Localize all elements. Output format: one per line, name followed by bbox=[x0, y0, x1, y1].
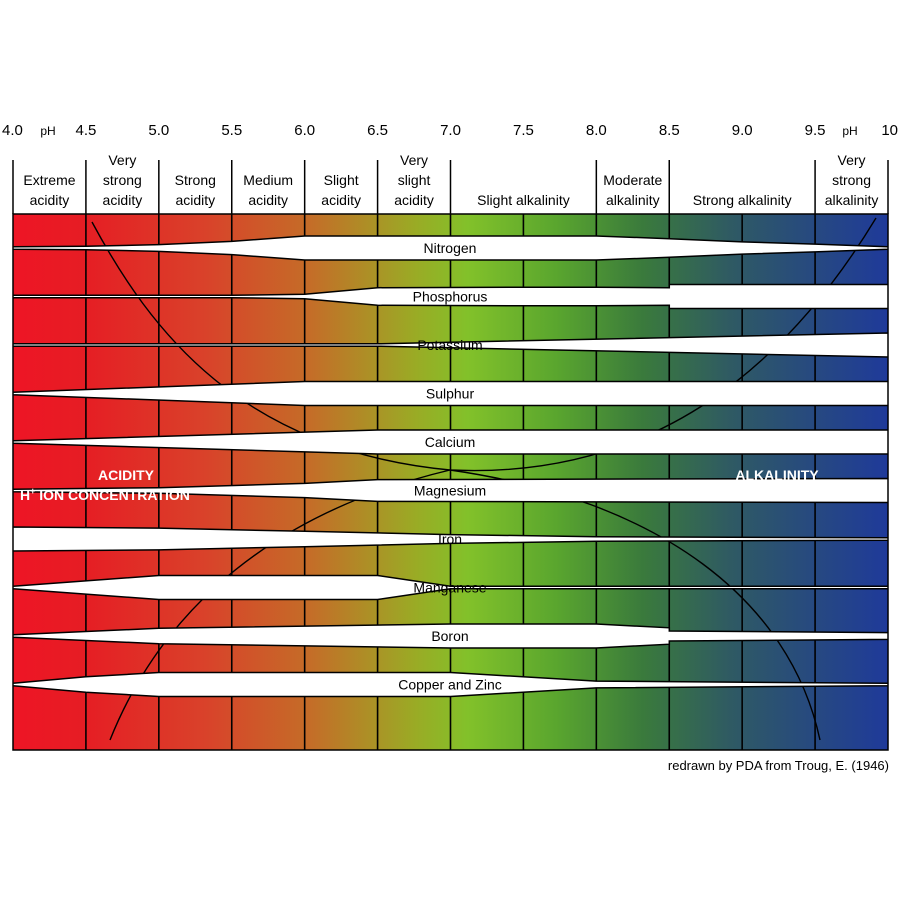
nutrient-band bbox=[13, 332, 888, 358]
zone-label: acidity bbox=[175, 192, 215, 208]
ph-tick-label: 8.0 bbox=[586, 122, 607, 139]
zone-label: strong bbox=[832, 172, 871, 188]
ph-tick-label: 5.5 bbox=[221, 122, 242, 139]
acidity-label: ACIDITY H+ ION CONCENTRATION bbox=[20, 467, 190, 503]
nutrient-band bbox=[13, 380, 888, 407]
nutrient-band bbox=[13, 235, 888, 261]
zone-label: Strong bbox=[175, 172, 216, 188]
nutrient-labels: Nitrogen Phosphorus Potassium Sulphur Calciu… bbox=[398, 240, 502, 693]
acidity-subtitle: H+ ION CONCENTRATION bbox=[20, 486, 190, 503]
nutrient-band bbox=[13, 671, 888, 698]
zone-label: Very bbox=[108, 152, 136, 168]
zone-label: Extreme bbox=[23, 172, 75, 188]
nutrient-band bbox=[13, 429, 888, 455]
ph-tick-label: 6.0 bbox=[294, 122, 315, 139]
acidity-title: ACIDITY bbox=[98, 467, 155, 483]
nutrient-band bbox=[13, 526, 888, 552]
alkalinity-label: ALKALINITY OH− ION CONCENTRATION bbox=[673, 467, 854, 503]
zone-label: alkalinity bbox=[606, 192, 660, 208]
ph-tick-label: 7.0 bbox=[440, 122, 461, 139]
zone-label: acidity bbox=[103, 192, 143, 208]
ph-tick-label: 7.5 bbox=[513, 122, 534, 139]
ph-tick-labels: 4.0 4.5 5.0 5.5 6.0 6.5 7.0 7.5 8.0 8.5 9.0 9.5 10 bbox=[2, 122, 898, 139]
nutrient-band bbox=[13, 477, 888, 504]
nutrient-label: Nitrogen bbox=[424, 240, 477, 256]
zone-label: acidity bbox=[321, 192, 361, 208]
nutrient-band bbox=[13, 574, 888, 601]
nutrient-label: Potassium bbox=[417, 337, 482, 353]
nutrient-label: Sulphur bbox=[426, 386, 475, 402]
nutrient-band bbox=[13, 623, 888, 649]
ph-tick-label: 4.5 bbox=[75, 122, 96, 139]
zone-label: acidity bbox=[394, 192, 434, 208]
ph-tick-label: 9.0 bbox=[732, 122, 753, 139]
nutrient-band bbox=[13, 283, 888, 310]
zone-label: Very bbox=[838, 152, 866, 168]
zone-label: Strong alkalinity bbox=[693, 192, 792, 208]
zone-label: Slight bbox=[324, 172, 359, 188]
zone-label: acidity bbox=[30, 192, 70, 208]
zone-label: Slight alkalinity bbox=[477, 192, 570, 208]
ph-unit-left: pH bbox=[40, 124, 55, 138]
nutrient-label: Boron bbox=[431, 628, 468, 644]
alkalinity-subtitle: OH− ION CONCENTRATION bbox=[673, 486, 854, 503]
zone-label: Very bbox=[400, 152, 428, 168]
ph-tick-label: 9.5 bbox=[805, 122, 826, 139]
zone-label: Medium bbox=[243, 172, 293, 188]
ph-tick-label: 6.5 bbox=[367, 122, 388, 139]
zone-label: strong bbox=[103, 172, 142, 188]
nutrient-label: Manganese bbox=[413, 580, 486, 596]
ph-tick-label: 8.5 bbox=[659, 122, 680, 139]
credit-text: redrawn by PDA from Troug, E. (1946) bbox=[668, 758, 889, 773]
ph-tick-label: 4.0 bbox=[2, 122, 23, 139]
nutrient-label: Copper and Zinc bbox=[398, 677, 502, 693]
alkalinity-title: ALKALINITY bbox=[735, 467, 819, 483]
nutrient-label: Magnesium bbox=[414, 483, 486, 499]
nutrient-label: Iron bbox=[438, 531, 462, 547]
zone-label: Moderate bbox=[603, 172, 662, 188]
ph-tick-label: 10 bbox=[881, 122, 898, 139]
zone-dividers bbox=[12, 160, 889, 214]
zone-label: slight bbox=[398, 172, 431, 188]
ph-tick-label: 5.0 bbox=[148, 122, 169, 139]
nutrient-bands bbox=[13, 235, 888, 698]
nutrient-label: Calcium bbox=[425, 434, 476, 450]
zone-labels: Extreme acidity Very strong acidity Strong aci… bbox=[23, 152, 878, 208]
nutrient-label: Phosphorus bbox=[413, 289, 488, 305]
ph-unit-right: pH bbox=[842, 124, 857, 138]
zone-label: alkalinity bbox=[825, 192, 879, 208]
zone-label: acidity bbox=[248, 192, 288, 208]
